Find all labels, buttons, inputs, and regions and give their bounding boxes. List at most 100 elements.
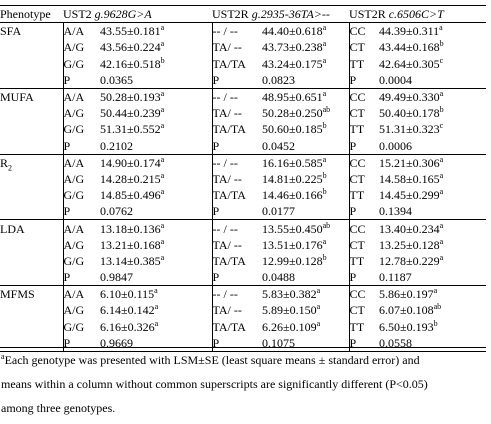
table-row: A/G 43.56±0.224a TA/ -- 43.73±0.238a CT 43.44… bbox=[0, 39, 486, 56]
lsm-value: 0.0004 bbox=[379, 72, 413, 87]
footnote-line: means within a column without common sup… bbox=[0, 372, 486, 396]
genotype-cell: G/G bbox=[63, 319, 85, 334]
lsm-value: 6.50±0.193 bbox=[379, 319, 434, 334]
lsm-value: 5.86±0.197 bbox=[379, 287, 434, 302]
lsm-value: 51.31±0.323 bbox=[379, 122, 440, 137]
trait-cell bbox=[0, 203, 64, 221]
genotype-cell: -- / -- bbox=[212, 285, 263, 303]
table-row: P 0.9847 P 0.0488 P 0.1187 bbox=[0, 269, 487, 287]
lsm-value: 6.10±0.115 bbox=[100, 287, 155, 302]
lsm-value: 12.78±0.229 bbox=[379, 253, 440, 268]
value-cell: 50.28±0.250ab bbox=[262, 105, 350, 122]
genotype-cell: TA/ -- bbox=[212, 237, 242, 252]
lsm-value: 13.25±0.128 bbox=[379, 237, 440, 252]
value-cell: 0.1394 bbox=[379, 203, 487, 221]
genotype-cell: CT bbox=[349, 303, 365, 318]
genotype-cell: A/A bbox=[63, 22, 100, 40]
significance-superscript: a bbox=[316, 286, 321, 296]
significance-superscript: c bbox=[439, 55, 444, 65]
significance-superscript: a bbox=[439, 89, 444, 99]
significance-superscript: a bbox=[316, 302, 321, 312]
genotype-cell: TT bbox=[349, 122, 365, 137]
value-cell: 16.16±0.585a bbox=[262, 153, 350, 171]
significance-superscript: b bbox=[322, 187, 327, 197]
genotype-cell: -- / -- bbox=[212, 219, 263, 237]
lsm-value: 6.26±0.109 bbox=[262, 319, 317, 334]
value-cell: 51.31±0.552a bbox=[100, 121, 213, 138]
trait-cell bbox=[0, 236, 64, 253]
lsm-value: 43.44±0.168 bbox=[379, 40, 440, 55]
lsm-value: 50.40±0.178 bbox=[379, 106, 440, 121]
genotype-cell: TT bbox=[349, 188, 365, 203]
value-cell: 48.95±0.651a bbox=[262, 87, 350, 106]
lsm-value: 49.49±0.330 bbox=[379, 90, 440, 105]
genotype-cell: G/G bbox=[63, 188, 85, 203]
genotype-cell: A/G bbox=[63, 171, 85, 186]
value-cell: 14.45±0.299a bbox=[379, 187, 486, 203]
genotype-cell: -- / -- bbox=[212, 87, 263, 106]
genotype-cell: P bbox=[212, 203, 263, 221]
genotype-cell: CC bbox=[349, 87, 380, 106]
table-header-row: Phenotype UST2 g.9628G>A UST2R g.2935-36… bbox=[0, 4, 487, 24]
significance-superscript: a bbox=[160, 39, 165, 49]
lsm-value: 43.73±0.238 bbox=[262, 40, 323, 55]
value-cell: 5.86±0.197a bbox=[379, 285, 487, 303]
genotype-cell: A/A bbox=[63, 87, 100, 106]
value-cell: 42.64±0.305c bbox=[379, 56, 486, 72]
value-cell: 43.44±0.168b bbox=[379, 39, 486, 55]
value-cell: 44.39±0.311a bbox=[379, 22, 487, 40]
lsm-value: 48.95±0.651 bbox=[262, 90, 323, 105]
genotype-cell: A/G bbox=[63, 237, 85, 252]
significance-superscript: a bbox=[154, 318, 159, 328]
lsm-value: 6.07±0.108 bbox=[379, 303, 434, 318]
value-cell: 0.0762 bbox=[100, 203, 213, 221]
table-row: MUFA A/A 50.28±0.193a -- / -- 48.95±0.651a CC… bbox=[0, 87, 487, 106]
value-cell: 42.16±0.518b bbox=[100, 55, 213, 72]
genotype-cell: P bbox=[349, 71, 380, 89]
genotype-cell: P bbox=[63, 269, 100, 287]
value-cell: 14.81±0.225b bbox=[262, 170, 350, 188]
lsm-value: 0.0365 bbox=[100, 72, 133, 87]
table-row: A/G 6.14±0.142a TA/ -- 5.89±0.150a CT 6.07±0.… bbox=[0, 302, 486, 319]
genotype-cell: TT bbox=[349, 253, 365, 268]
significance-superscript: a bbox=[322, 55, 327, 65]
lsm-value: 0.1187 bbox=[379, 270, 412, 285]
significance-superscript: a bbox=[316, 318, 321, 328]
genotype-cell: TA/ -- bbox=[212, 106, 242, 121]
genotype-cell: A/G bbox=[63, 40, 85, 55]
value-cell: 14.90±0.174a bbox=[100, 153, 213, 171]
table-row: G/G 14.85±0.496a TA/TA 14.46±0.166b TT 14.45±… bbox=[0, 187, 486, 204]
lsm-value: 43.24±0.175 bbox=[262, 56, 323, 71]
lsm-value: 14.85±0.496 bbox=[100, 188, 161, 203]
genotype-cell: G/G bbox=[63, 56, 85, 71]
lsm-value: 0.0177 bbox=[262, 204, 296, 219]
value-cell: 49.49±0.330a bbox=[379, 87, 487, 106]
value-cell: 51.31±0.323c bbox=[379, 121, 486, 137]
value-cell: 14.28±0.215a bbox=[100, 170, 213, 188]
genotype-cell: P bbox=[349, 203, 380, 221]
value-cell: 13.40±0.234a bbox=[379, 219, 487, 237]
genotype-cell: A/G bbox=[63, 106, 85, 121]
genotype-cell: TA/ -- bbox=[212, 171, 242, 186]
significance-superscript: a bbox=[160, 187, 165, 197]
trait-name: SFA bbox=[0, 24, 22, 39]
table-row: G/G 6.16±0.326a TA/TA 6.26±0.109a TT 6.50±0.1… bbox=[0, 318, 486, 335]
value-cell: 13.14±0.385a bbox=[100, 252, 213, 269]
significance-superscript: a bbox=[160, 236, 165, 246]
genotype-cell: CC bbox=[349, 22, 380, 40]
trait-name: LDA bbox=[0, 221, 25, 236]
significance-superscript: b bbox=[160, 55, 165, 65]
footnote-text: among three genotypes. bbox=[1, 401, 116, 415]
trait-cell: SFA bbox=[0, 22, 64, 40]
table-row: A/G 13.21±0.168a TA/ -- 13.51±0.176a CT 13.25… bbox=[0, 236, 486, 253]
header-variant: g.2935-36TA>-- bbox=[251, 7, 330, 22]
header-phenotype: Phenotype bbox=[0, 4, 63, 24]
significance-superscript: b bbox=[322, 252, 327, 262]
value-cell: 0.0004 bbox=[379, 71, 487, 89]
header-ust2: UST2 g.9628G>A bbox=[63, 4, 213, 24]
lsm-value: 0.0488 bbox=[262, 270, 296, 285]
value-cell: 43.55±0.181a bbox=[100, 22, 213, 40]
genotype-cell: -- / -- bbox=[212, 22, 263, 40]
footnote-line: aEach genotype was presented with LSM±SE… bbox=[0, 348, 486, 372]
